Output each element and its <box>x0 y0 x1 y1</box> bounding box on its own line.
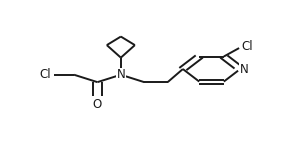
Text: Cl: Cl <box>241 40 253 53</box>
Text: N: N <box>240 63 249 75</box>
Text: N: N <box>117 68 125 81</box>
Text: Cl: Cl <box>39 68 51 81</box>
Text: O: O <box>93 98 102 111</box>
